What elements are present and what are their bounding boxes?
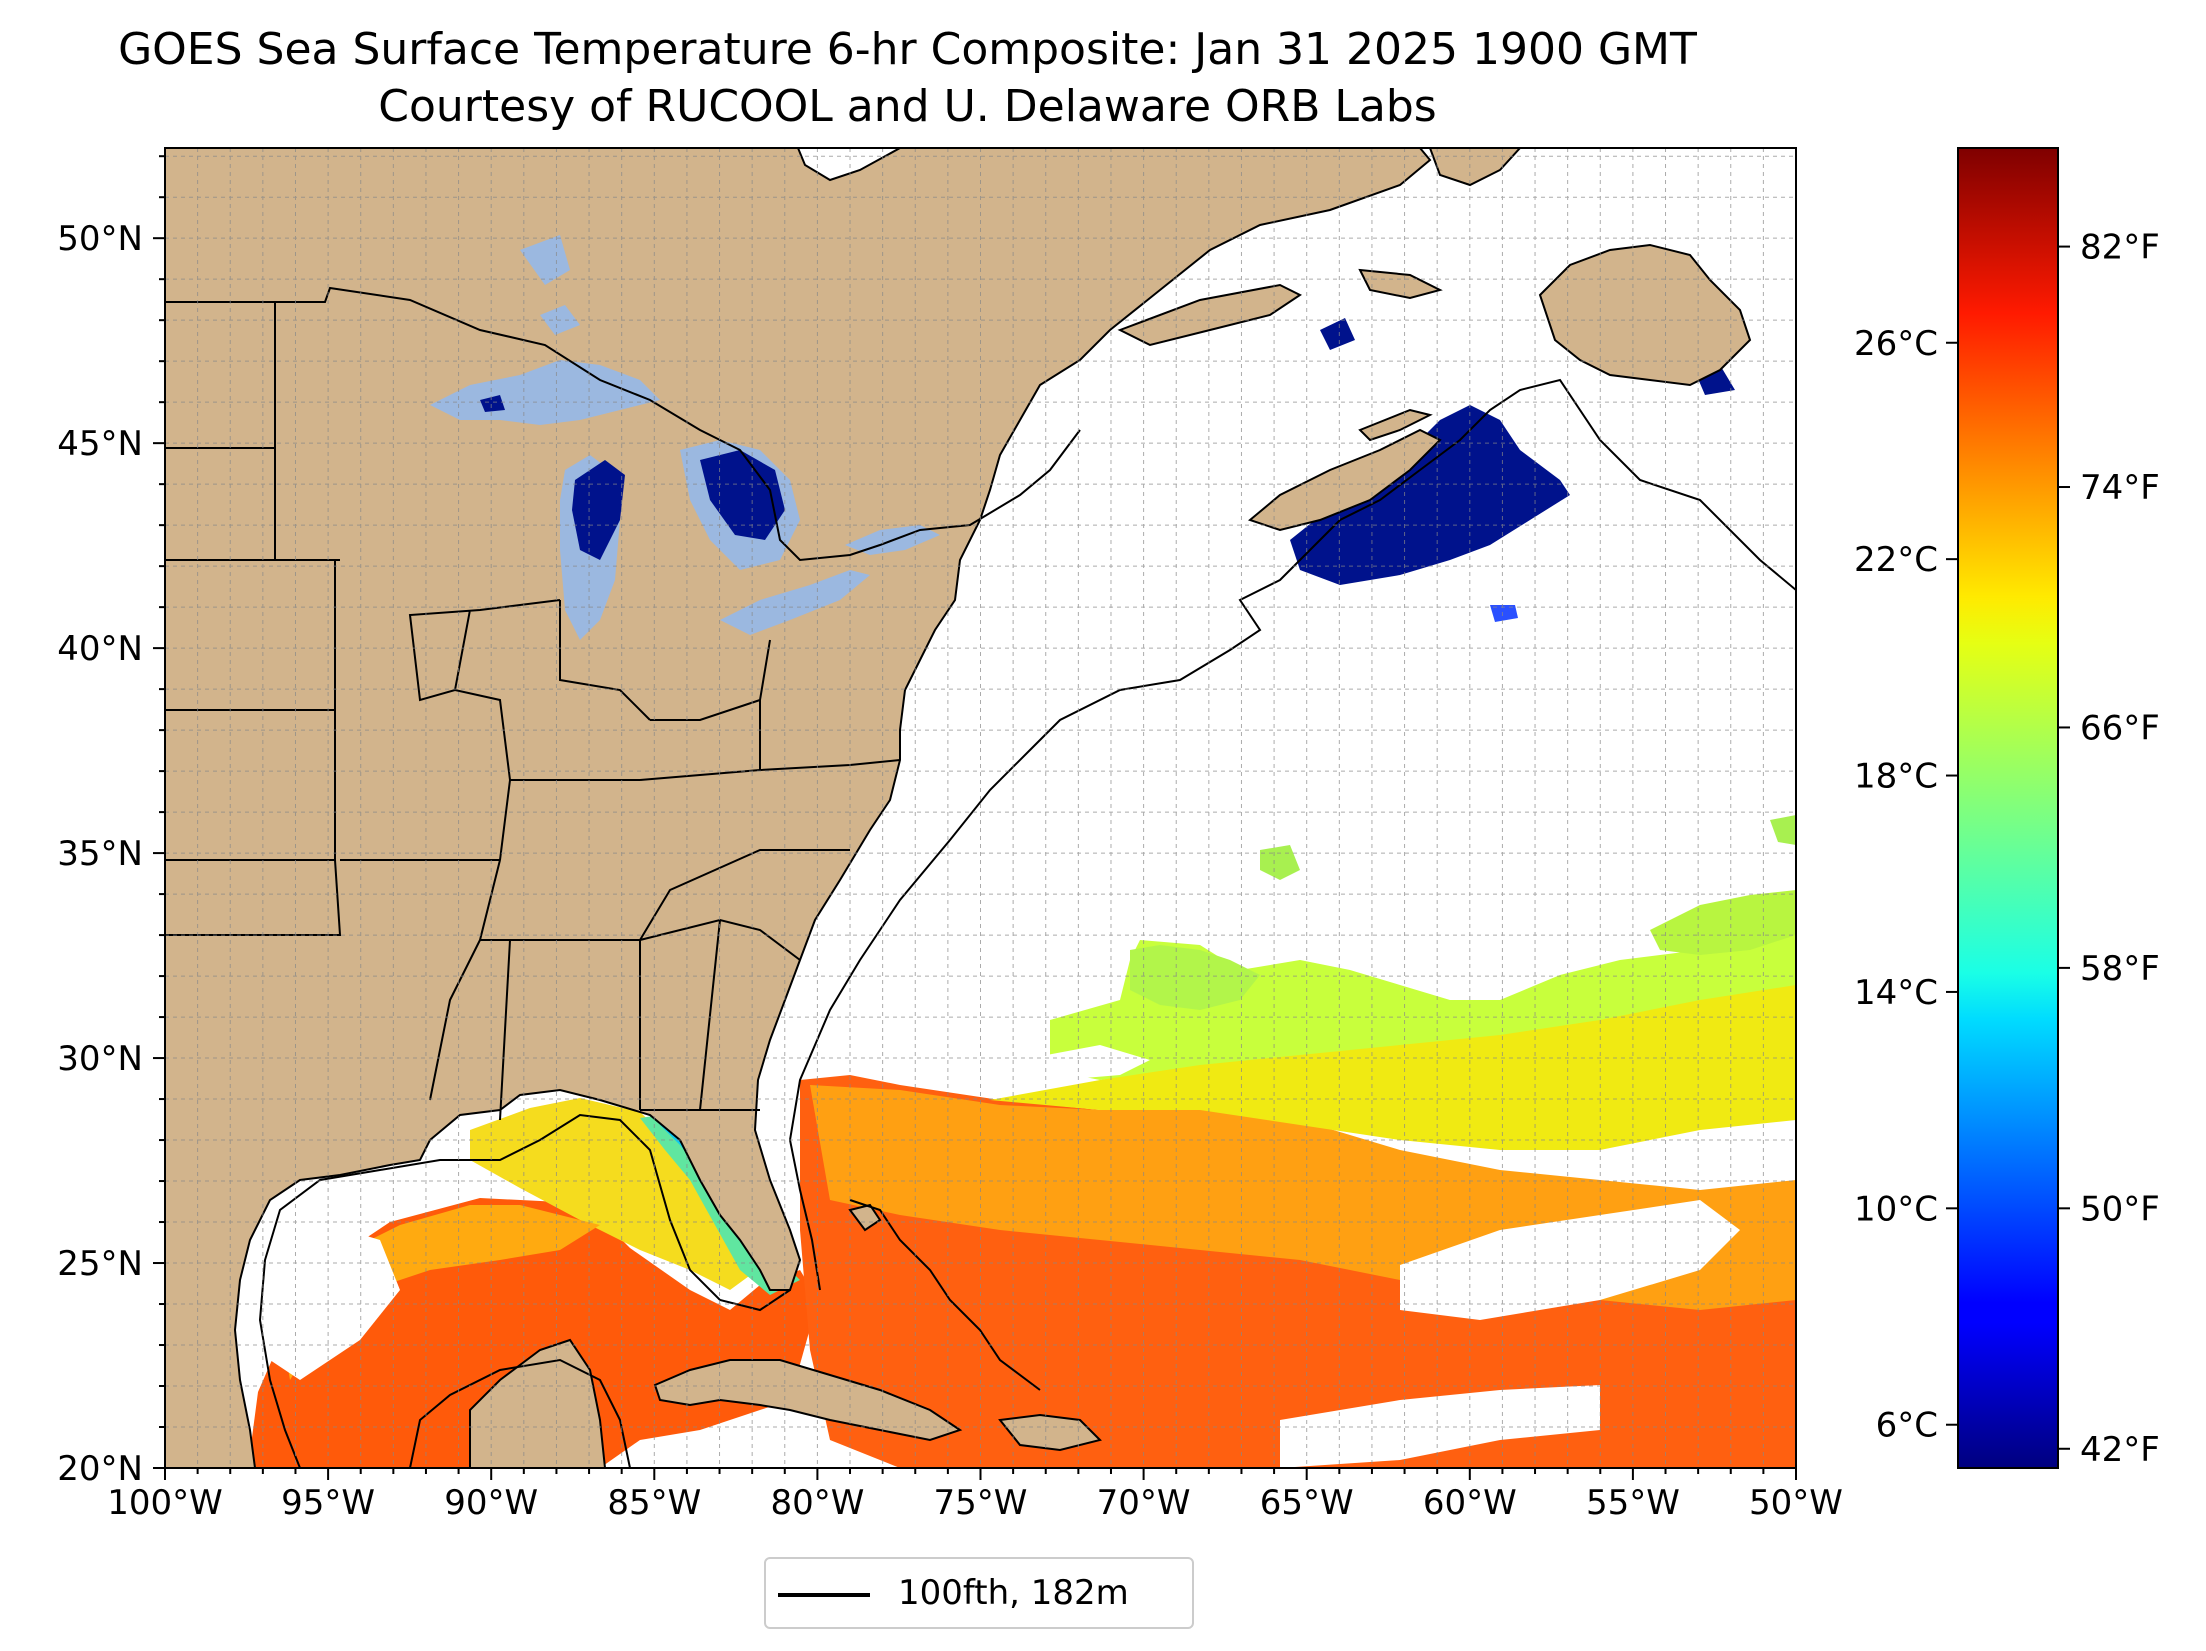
sst-patch-green-3 <box>1260 845 1300 880</box>
land <box>165 148 1752 1468</box>
north-america-landmass <box>165 148 1432 1468</box>
graticule <box>165 148 1796 1468</box>
isobath-gulf <box>258 1113 791 1468</box>
sst-gulf-white-gap <box>270 1225 400 1380</box>
lat-tick-label: 30°N <box>57 1039 143 1079</box>
lat-tick-label: 20°N <box>57 1449 143 1489</box>
lake-michigan-cold <box>572 460 625 560</box>
lat-tick-label: 40°N <box>57 629 143 669</box>
sst-gulf-yellow <box>470 1098 760 1290</box>
lat-tick-label: 25°N <box>57 1244 143 1284</box>
sst-atlantic-white-gap-1 <box>1020 1045 1150 1080</box>
lon-tick-label: 95°W <box>281 1483 375 1523</box>
map-title: GOES Sea Surface Temperature 6-hr Compos… <box>118 24 1697 75</box>
lon-tick-label: 85°W <box>607 1483 701 1523</box>
labrador-landmass <box>1428 148 1522 187</box>
fahrenheit-tick-label: 50°F <box>2080 1189 2160 1229</box>
map-area <box>165 148 1796 1468</box>
celsius-tick-label: 6°C <box>1876 1406 1938 1446</box>
isobath-atlantic <box>788 378 1796 1291</box>
lon-tick-label: 65°W <box>1260 1483 1354 1523</box>
fahrenheit-tick-label: 66°F <box>2080 708 2160 748</box>
fahrenheit-tick-label: 82°F <box>2080 228 2160 268</box>
legend-line-swatch <box>778 1593 870 1597</box>
yucatan-landmass <box>469 1338 607 1468</box>
colorbar-gradient <box>1957 147 2059 1469</box>
legend-label: 100fth, 182m <box>898 1573 1129 1613</box>
sst-atlantic-white-gap-3 <box>1280 1385 1600 1468</box>
celsius-tick-label: 14°C <box>1854 973 1938 1013</box>
celsius-tick-label: 10°C <box>1854 1189 1938 1229</box>
isobath-yucatan <box>409 1358 631 1468</box>
bahamas-landmass <box>848 1203 882 1232</box>
great-lakes-cold <box>480 395 785 560</box>
gaspe-landmass <box>1117 283 1302 347</box>
sst-atlantic-yellow <box>990 960 1796 1150</box>
lat-tick-label: 35°N <box>57 834 143 874</box>
anticosti-landmass <box>1358 268 1443 300</box>
lat-tick-label: 50°N <box>57 219 143 259</box>
sst-patch-green-2 <box>1650 890 1796 955</box>
celsius-tick-label: 26°C <box>1854 324 1938 364</box>
lon-tick-label: 90°W <box>444 1483 538 1523</box>
lat-tick-label: 45°N <box>57 424 143 464</box>
lake-superior-cold <box>480 395 505 412</box>
sst-patch-green-1 <box>1130 945 1260 1010</box>
legend: 100fth, 182m <box>764 1557 1194 1629</box>
map-axes: 100°W 95°W 90°W 85°W 80°W 75°W 70°W 65°W 60°W 55°… <box>57 155 1843 1523</box>
sst-atlantic-white-gap-2 <box>1400 1200 1740 1320</box>
lon-tick-label: 50°W <box>1749 1483 1843 1523</box>
celsius-tick-label: 22°C <box>1854 540 1938 580</box>
lon-tick-label: 60°W <box>1423 1483 1517 1523</box>
us-canada-border <box>165 286 1081 562</box>
colorbar: 6°C 10°C 14°C 18°C 22°C 26°C 42°F 50°F 58°F 66°F 7… <box>1854 147 2160 1470</box>
lon-tick-label: 100°W <box>107 1483 223 1523</box>
state-lines <box>165 302 901 1121</box>
hispaniola-landmass <box>998 1413 1102 1452</box>
sst-patch-green-4 <box>1770 815 1796 845</box>
lake-winnipeg-area <box>520 235 570 285</box>
fahrenheit-tick-label: 74°F <box>2080 468 2160 508</box>
sst-gulf-stlawrence-cold <box>1320 318 1355 350</box>
cuba-landmass <box>653 1359 963 1442</box>
map-subtitle: Courtesy of RUCOOL and U. Delaware ORB L… <box>378 81 1437 132</box>
lake-huron-cold <box>700 450 785 540</box>
lon-tick-label: 70°W <box>1097 1483 1191 1523</box>
nova-scotia-landmass <box>1247 428 1442 532</box>
sst-spot-blue <box>1490 605 1518 622</box>
isobath-100fth <box>258 378 1796 1468</box>
fahrenheit-tick-label: 42°F <box>2080 1430 2160 1470</box>
sst-atlantic-lightgreen <box>1050 900 1796 1080</box>
newfoundland-landmass <box>1538 243 1752 387</box>
colorbar-ticks: 6°C 10°C 14°C 18°C 22°C 26°C 42°F 50°F 58°F 66°F 7… <box>1854 228 2160 1470</box>
lon-tick-label: 80°W <box>770 1483 864 1523</box>
boundaries <box>165 286 1081 1121</box>
celsius-tick-label: 18°C <box>1854 757 1938 797</box>
lake-erie <box>720 570 870 635</box>
sst-nova-scotia-cold <box>1290 405 1570 585</box>
lon-tick-label: 75°W <box>934 1483 1028 1523</box>
lon-tick-label: 55°W <box>1586 1483 1680 1523</box>
pei-landmass <box>1358 408 1433 442</box>
fahrenheit-tick-label: 58°F <box>2080 949 2160 989</box>
isobath-bahamas <box>849 1199 1041 1391</box>
